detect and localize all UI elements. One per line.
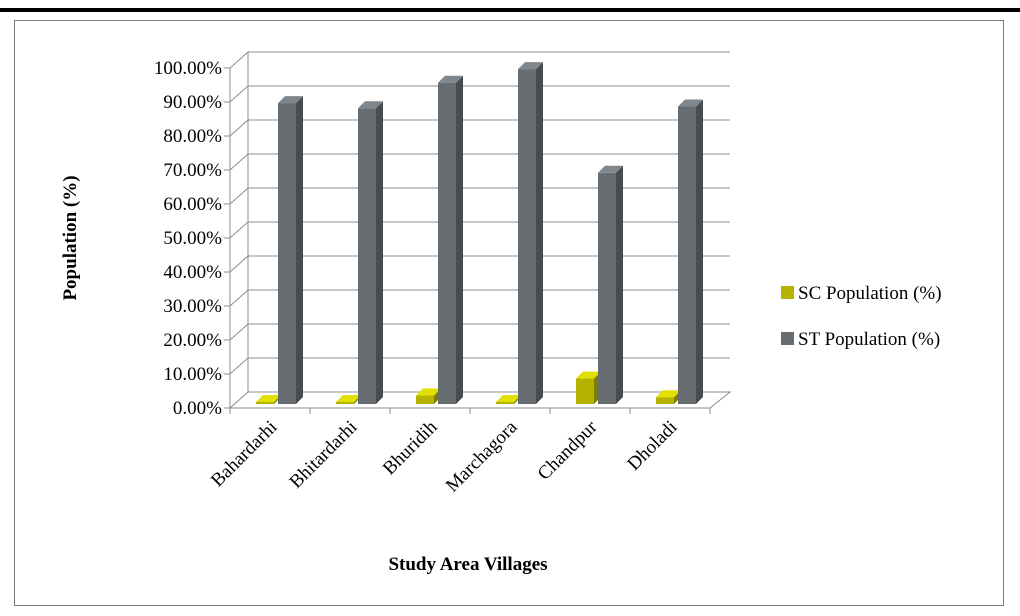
bar-st-bahardarhi [278, 96, 303, 404]
chart-walls [228, 52, 732, 409]
gridline-side [229, 85, 249, 103]
bar-st-chandpur [598, 165, 623, 404]
gridline-side [229, 289, 249, 307]
y-tick-labels: 0.00% 10.00% 20.00% 30.00% 40.00% 50.00% 60.00… [154, 58, 222, 419]
x-tick-labels: Bahardarhi Bhitardarhi Bhuridih Marchagora C… [207, 416, 682, 496]
y-tick-label: 50.00% [163, 228, 222, 249]
bar-sc-chandpur [576, 371, 601, 404]
x-tick-label: Dholadi [623, 417, 681, 475]
bar-sc-bhitardarhi [336, 395, 361, 404]
x-tick-label: Bahardarhi [207, 417, 282, 492]
gridline-side [229, 153, 249, 171]
y-tick-label: 10.00% [163, 364, 222, 385]
gridline-side [229, 221, 249, 239]
y-tick-label: 30.00% [163, 296, 222, 317]
y-tick-label: 100.00% [154, 58, 222, 79]
x-tick-label: Chandpur [534, 416, 602, 484]
x-axis-title: Study Area Villages [388, 554, 547, 575]
bar-sc-bahardarhi [256, 395, 281, 404]
chart-floor [228, 391, 732, 409]
y-tick-label: 90.00% [163, 92, 222, 113]
y-tick-label: 70.00% [163, 160, 222, 181]
y-tick-label: 60.00% [163, 194, 222, 215]
y-tick-label: 80.00% [163, 126, 222, 147]
gridline-side [229, 187, 249, 205]
y-tick-label: 40.00% [163, 262, 222, 283]
gridline-side [229, 255, 249, 273]
x-tick-label: Bhitardarhi [285, 417, 361, 493]
bar-st-bhitardarhi [358, 101, 383, 404]
y-tick-label: 20.00% [163, 330, 222, 351]
bar-st-marchagora [518, 62, 543, 404]
bars [256, 62, 703, 404]
gridline-side [229, 51, 249, 69]
bar-sc-marchagora [496, 395, 521, 404]
y-tick-label: 0.00% [173, 398, 222, 419]
chart-frame [14, 20, 1004, 606]
gridline-side [229, 323, 249, 341]
bar-st-dholadi [678, 99, 703, 404]
legend-label-sc: SC Population (%) [798, 283, 942, 304]
legend-swatch-sc [781, 286, 794, 299]
gridlines [224, 51, 730, 414]
legend-label-st: ST Population (%) [798, 329, 940, 350]
x-tick-label: Marchagora [442, 416, 522, 496]
legend: SC Population (%) ST Population (%) [781, 283, 942, 350]
gridline-side [229, 357, 249, 375]
x-tick-label: Bhuridih [379, 416, 442, 479]
bar-st-bhuridih [438, 75, 463, 404]
bar-sc-bhuridih [416, 388, 441, 404]
top-rule [0, 8, 1020, 12]
y-axis-title: Population (%) [60, 175, 81, 300]
legend-swatch-st [781, 332, 794, 345]
gridline-side [229, 119, 249, 137]
